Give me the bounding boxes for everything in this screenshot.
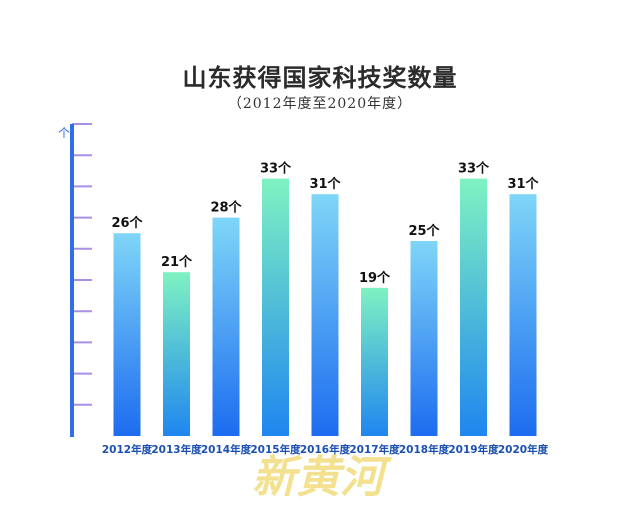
x-tick-label: 2014年度	[201, 443, 252, 456]
value-labels: 26个 21个 28个 33个 31个 19个 25个 33个 31个	[111, 161, 539, 286]
x-tick-label: 2017年度	[349, 443, 400, 456]
x-tick-label: 2016年度	[300, 443, 351, 456]
x-tick-label: 2019年度	[448, 443, 499, 456]
bar-value-label: 25个	[408, 223, 440, 239]
x-tick-label: 2015年度	[250, 443, 301, 456]
bar	[361, 287, 388, 436]
bar-value-label: 21个	[161, 254, 193, 270]
bar-value-label: 28个	[210, 200, 242, 216]
bar	[460, 178, 487, 436]
bar	[410, 241, 438, 436]
bars	[113, 178, 537, 436]
chart-subtitle: （2012年度至2020年度）	[227, 96, 413, 112]
x-tick-label: 2012年度	[102, 443, 153, 456]
y-axis-unit-label: 个	[58, 126, 70, 140]
bar-value-label: 33个	[260, 161, 292, 177]
bar-value-label: 26个	[111, 215, 143, 231]
watermark-logo: 新黄河	[252, 452, 392, 503]
axes: 个	[58, 124, 586, 438]
bar-value-label: 31个	[309, 176, 341, 192]
chart-title: 山东获得国家科技奖数量	[182, 64, 458, 92]
bar	[311, 194, 339, 436]
bar	[163, 272, 190, 436]
x-tick-label: 2018年度	[399, 443, 450, 456]
bar-value-label: 19个	[359, 270, 391, 286]
bar	[509, 194, 537, 436]
bar-value-label: 33个	[458, 161, 490, 177]
watermark: 新黄河	[252, 452, 392, 503]
x-tick-label: 2013年度	[151, 443, 202, 456]
bar	[212, 217, 240, 436]
bar	[113, 233, 141, 436]
bar-value-label: 31个	[507, 176, 539, 192]
bar	[262, 178, 289, 436]
y-axis-ticks	[72, 123, 92, 406]
x-tick-label: 2020年度	[498, 443, 549, 456]
category-labels: 2012年度 2013年度 2014年度 2015年度 2016年度 2017年度 2018…	[102, 443, 549, 456]
